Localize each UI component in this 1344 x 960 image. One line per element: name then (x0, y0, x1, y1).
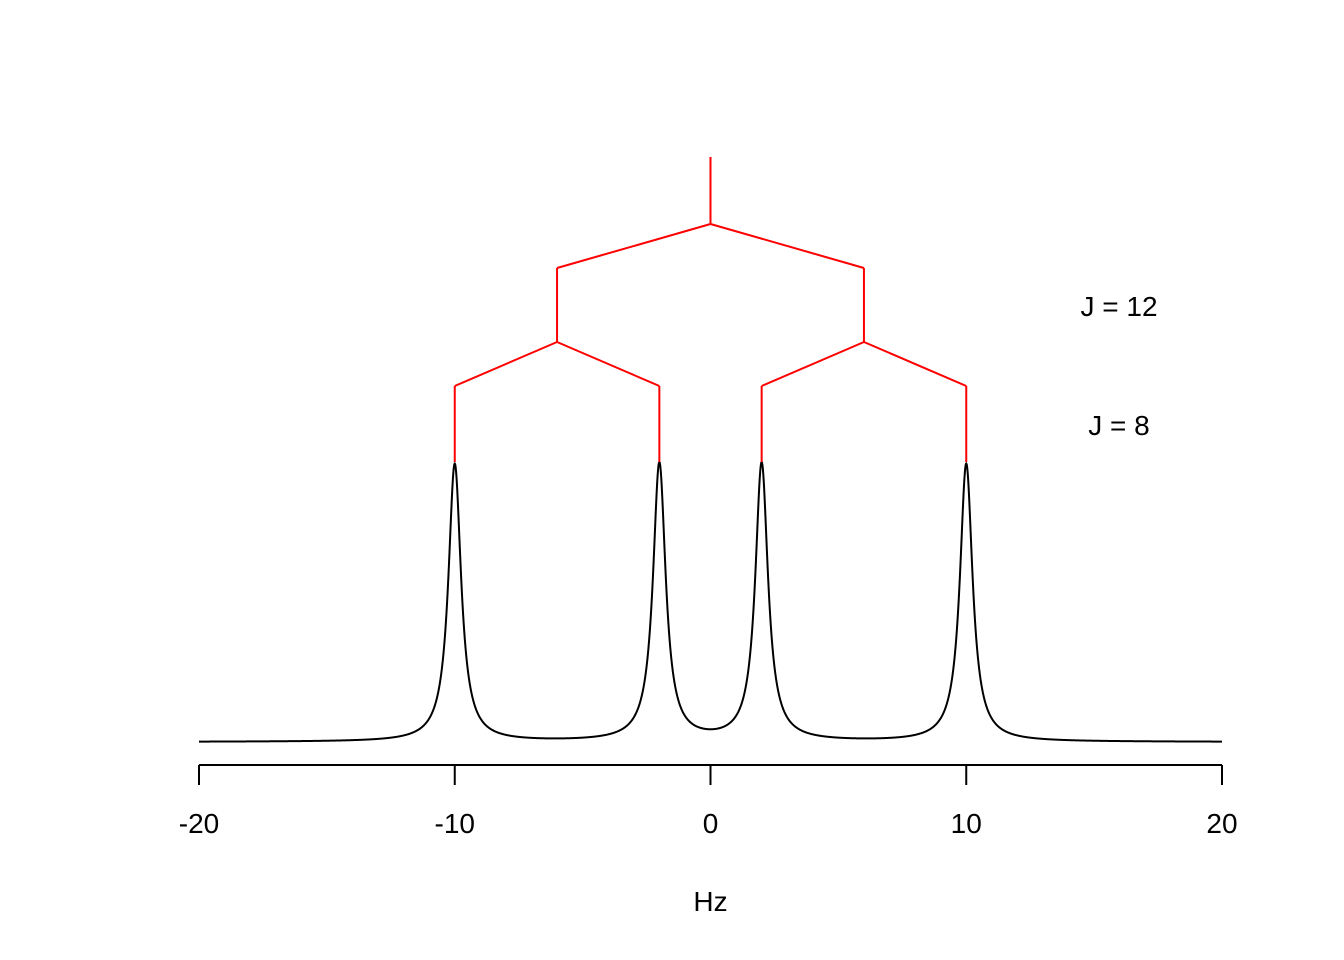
splitting-tree (453, 157, 968, 462)
coupling-labels: J = 12 J = 8 (1080, 291, 1157, 441)
x-tick-label: -20 (179, 808, 219, 839)
x-axis-label: Hz (693, 886, 727, 917)
tree-line (863, 341, 967, 387)
spectrum-line (199, 460, 1222, 743)
tree-line (454, 341, 558, 387)
x-axis: -20 -10 0 10 20 Hz (179, 764, 1238, 917)
coupling-label: J = 12 (1080, 291, 1157, 322)
tree-line (761, 341, 865, 387)
x-tick-label: 20 (1206, 808, 1237, 839)
x-ticks: -20 -10 0 10 20 (179, 765, 1238, 839)
tree-line (710, 223, 865, 269)
x-tick-label: 0 (703, 808, 719, 839)
tree-line (556, 341, 660, 387)
x-tick-label: -10 (435, 808, 475, 839)
coupling-label: J = 8 (1088, 410, 1149, 441)
x-tick-label: 10 (951, 808, 982, 839)
tree-line (556, 223, 711, 269)
